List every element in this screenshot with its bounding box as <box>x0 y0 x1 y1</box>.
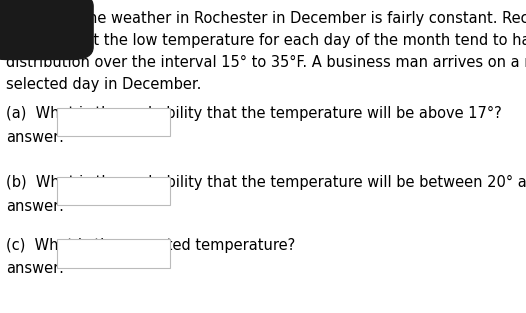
Text: answer:: answer: <box>6 261 64 276</box>
FancyBboxPatch shape <box>57 108 170 136</box>
FancyBboxPatch shape <box>57 177 170 205</box>
Text: (b)  What is the probability that the temperature will be between 20° and 25°?: (b) What is the probability that the tem… <box>6 175 526 190</box>
FancyBboxPatch shape <box>57 239 170 268</box>
Text: (c)  What is the expected temperature?: (c) What is the expected temperature? <box>6 238 296 253</box>
Text: answer:: answer: <box>6 199 64 214</box>
Text: selected day in December.: selected day in December. <box>6 77 201 92</box>
FancyBboxPatch shape <box>0 0 93 59</box>
Text: distribution over the interval 15° to 35°F. A business man arrives on a randomly: distribution over the interval 15° to 35… <box>6 55 526 70</box>
Text: answer:: answer: <box>6 130 64 145</box>
Text: The weather in Rochester in December is fairly constant. Records: The weather in Rochester in December is … <box>79 11 526 26</box>
Text: indicate that the low temperature for each day of the month tend to have a unifo: indicate that the low temperature for ea… <box>6 33 526 48</box>
Text: (a)  What is the probability that the temperature will be above 17°?: (a) What is the probability that the tem… <box>6 106 502 121</box>
